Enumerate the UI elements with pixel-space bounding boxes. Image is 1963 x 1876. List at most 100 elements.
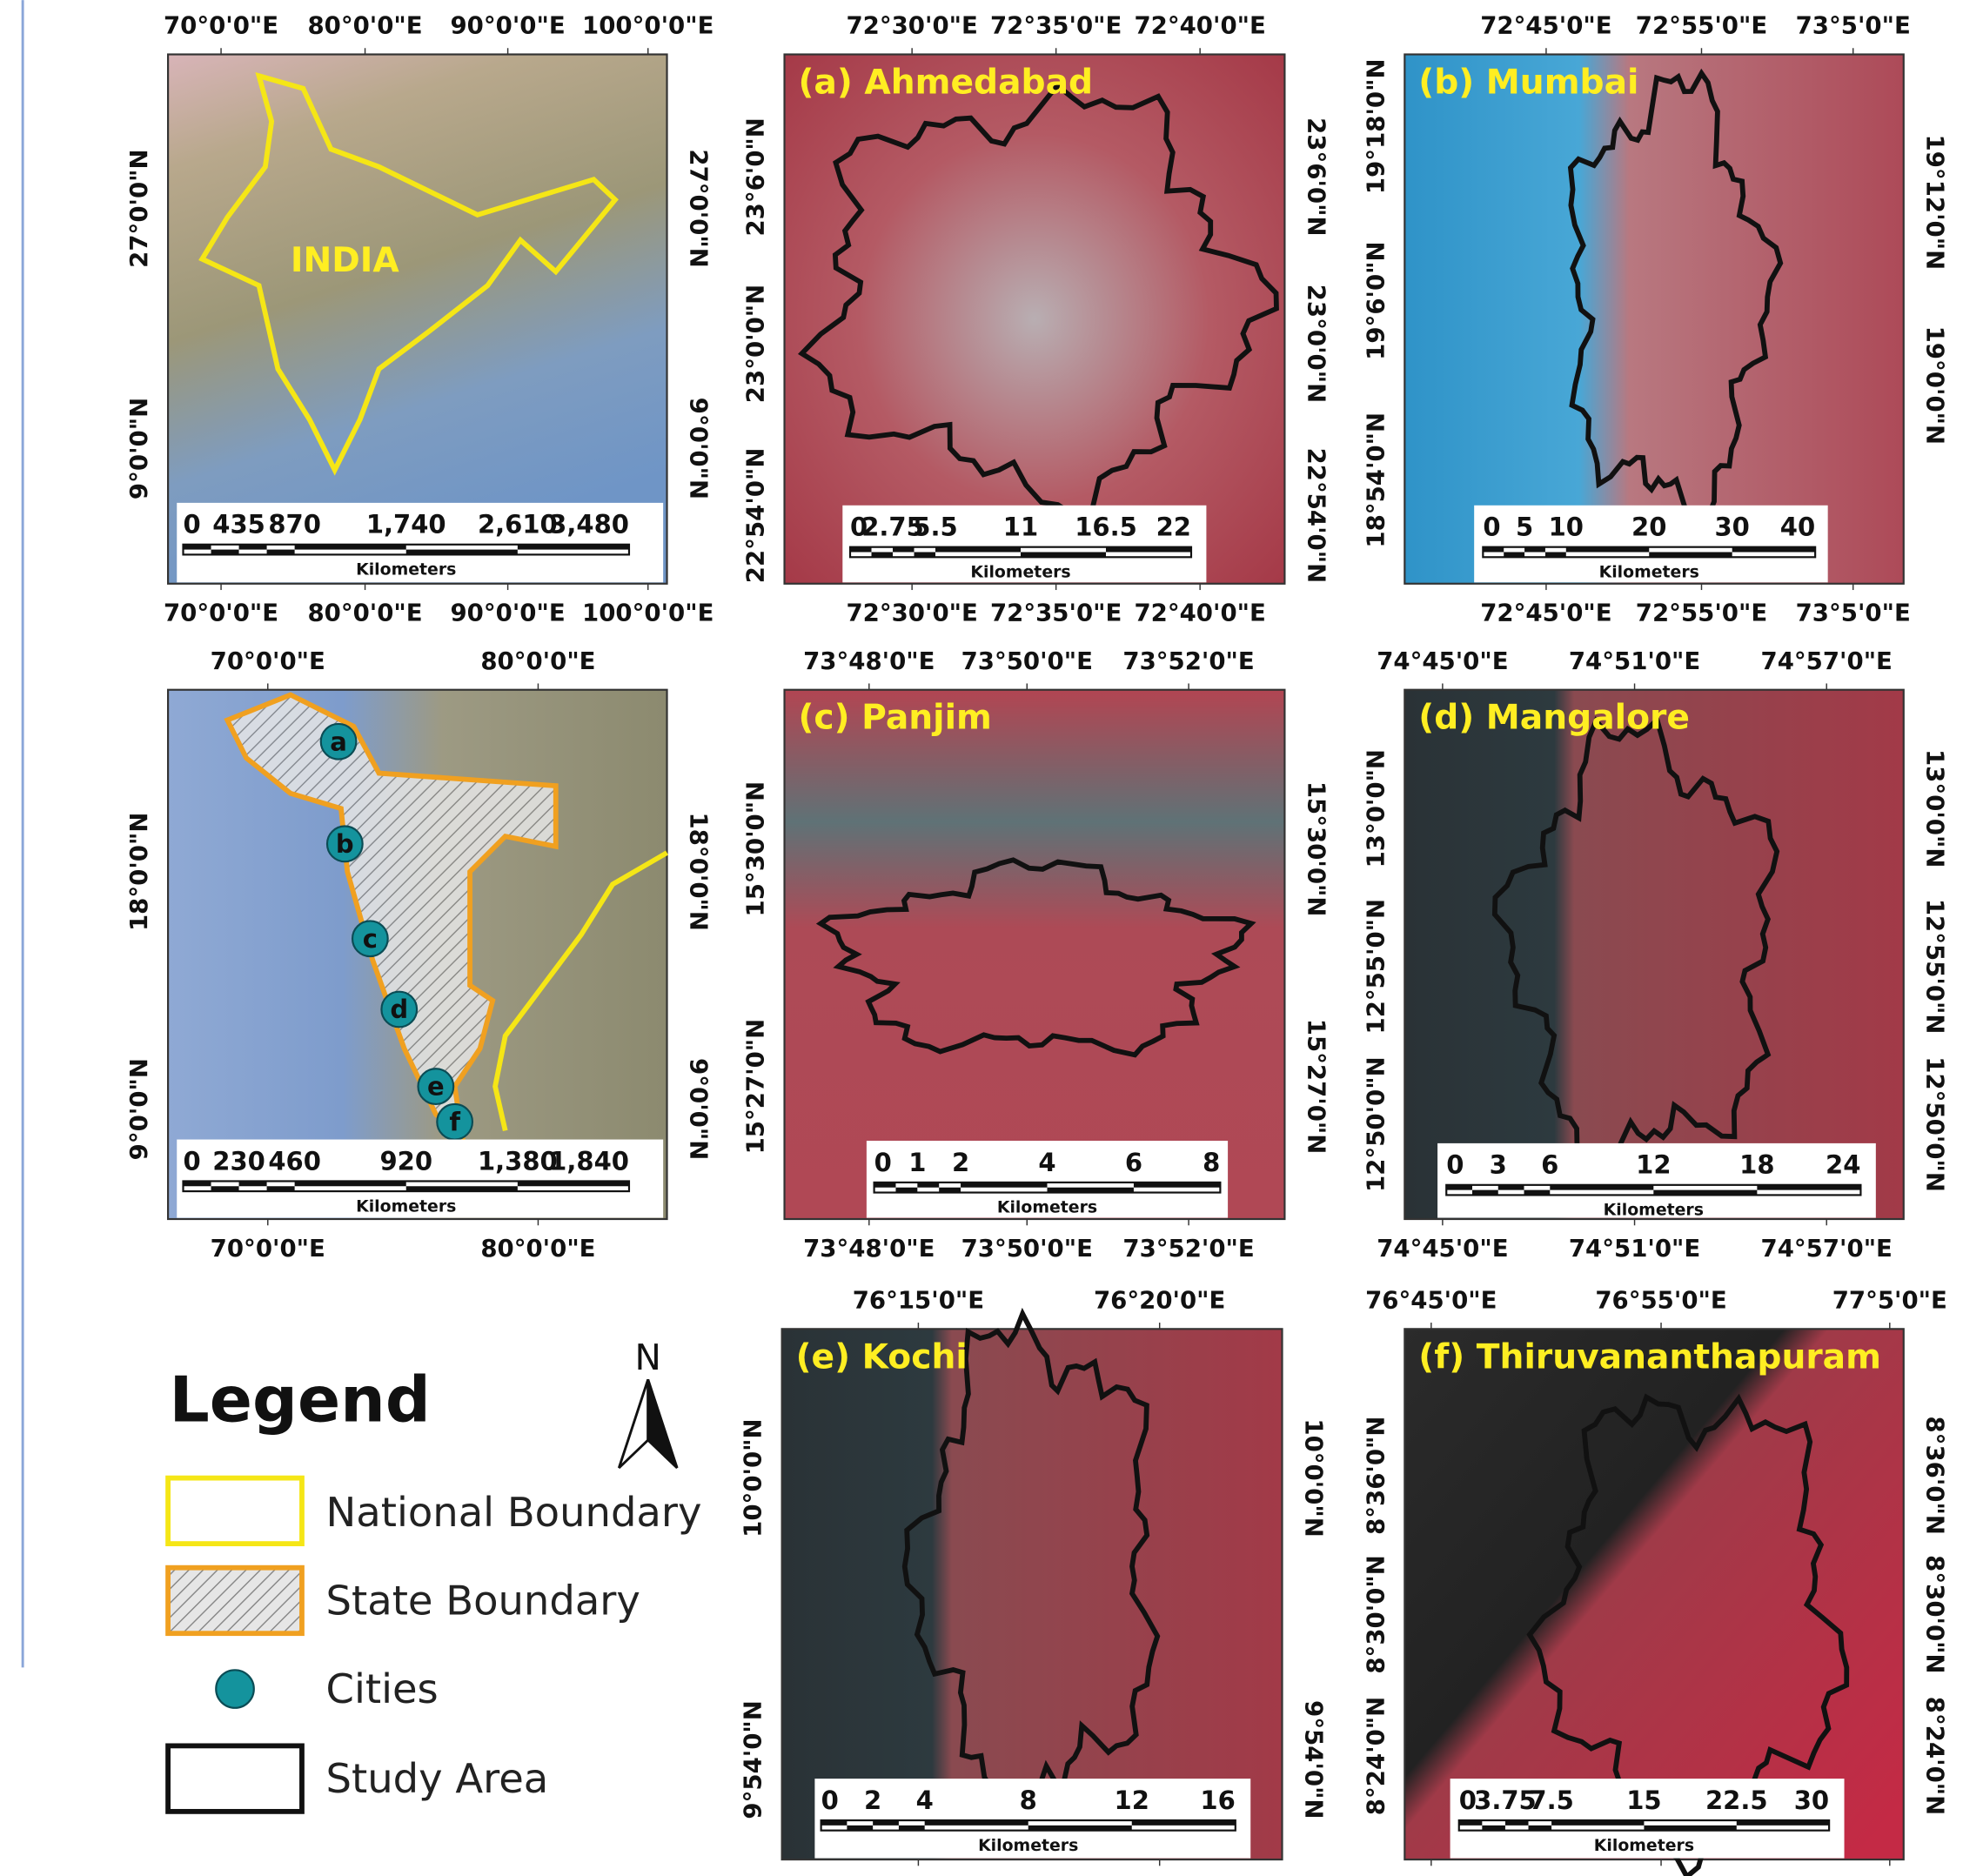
map-panel: a b c d ef 70°0'0"E 80°0'0"E 70°0'0"E 80°0'0"E 18… bbox=[124, 647, 713, 1263]
scale-bar-segment bbox=[939, 1187, 961, 1193]
scale-bar-segment bbox=[1528, 1825, 1552, 1831]
latitude-label: 8°36'0"N bbox=[1921, 1416, 1950, 1534]
longitude-label: 73°50'0"E bbox=[961, 1234, 1093, 1263]
latitude-label: 13°0'0"N bbox=[1921, 749, 1950, 868]
longitude-label: 70°0'0"E bbox=[211, 1234, 325, 1263]
scale-box bbox=[842, 505, 1207, 583]
scale-label: 8 bbox=[1203, 1148, 1220, 1177]
longitude-label: 70°0'0"E bbox=[164, 599, 278, 627]
longitude-label: 70°0'0"E bbox=[164, 11, 278, 40]
scale-bar-segment bbox=[874, 1182, 896, 1188]
map-image bbox=[1404, 53, 1905, 585]
scale-bar-segment bbox=[266, 549, 295, 555]
latitude-label: 27°0'0"N bbox=[684, 149, 713, 267]
scale-label: 3 bbox=[1490, 1150, 1507, 1180]
legend-item: Cities bbox=[326, 1665, 439, 1712]
scale-label: 0 bbox=[184, 510, 201, 539]
city-marker bbox=[380, 990, 419, 1028]
scale-bar-segment bbox=[1550, 1184, 1654, 1190]
longitude-label: 76°55'0"E bbox=[1595, 1874, 1726, 1876]
scale-label: 15 bbox=[1626, 1786, 1661, 1815]
panel-title: (a) Ahmedabad bbox=[798, 64, 1093, 103]
scale-bar-segment bbox=[294, 544, 406, 550]
scale-box bbox=[866, 1141, 1229, 1218]
longitude-label: 80°0'0"E bbox=[307, 11, 422, 40]
latitude-label: 9°54'0"N bbox=[1299, 1700, 1328, 1819]
latitude-label: 15°27'0"N bbox=[741, 1019, 770, 1155]
latitude-label: 18°0'0"N bbox=[684, 813, 713, 931]
map-panel: (c) Panjim 73°48'0"E 73°50'0"E 73°52'0"E 73°… bbox=[741, 647, 1331, 1263]
scale-bar-segment bbox=[266, 1186, 295, 1192]
scale-label: 230 bbox=[212, 1146, 265, 1176]
longitude-label: 77°5'0"E bbox=[1832, 1874, 1947, 1876]
scale-label: 7.5 bbox=[1529, 1786, 1573, 1815]
scale-bar-segment bbox=[1649, 552, 1732, 558]
legend-swatch bbox=[165, 1475, 305, 1547]
legend-item: Study Area bbox=[326, 1755, 549, 1802]
scale-bar-segment bbox=[898, 1825, 925, 1831]
scale-label: 435 bbox=[212, 510, 265, 539]
longitude-label: 72°35'0"E bbox=[990, 599, 1122, 627]
city-marker-label: d bbox=[390, 995, 408, 1024]
legend-title: Legend bbox=[170, 1363, 431, 1437]
scale-unit: Kilometers bbox=[356, 1196, 456, 1216]
latitude-label: 22°54'0"N bbox=[1302, 448, 1330, 584]
scale-bar-segment bbox=[847, 1825, 874, 1831]
longitude-label: 72°30'0"E bbox=[846, 11, 977, 40]
longitude-label: 76°45'0"E bbox=[1365, 1285, 1497, 1314]
scale-bar-segment bbox=[1497, 1184, 1524, 1190]
latitude-label: 18°0'0"N bbox=[124, 813, 153, 931]
map-image bbox=[1404, 688, 1905, 1221]
scale-box bbox=[814, 1779, 1251, 1859]
longitude-label: 80°0'0"E bbox=[307, 599, 422, 627]
latitude-label: 8°36'0"N bbox=[1361, 1416, 1390, 1534]
scale-label: 1 bbox=[908, 1148, 926, 1177]
latitude-label: 19°12'0"N bbox=[1921, 135, 1950, 271]
longitude-label: 74°45'0"E bbox=[1377, 1234, 1508, 1263]
scale-label: 24 bbox=[1826, 1150, 1860, 1180]
scale-unit: Kilometers bbox=[1594, 1836, 1694, 1855]
longitude-label: 72°55'0"E bbox=[1636, 11, 1767, 40]
scale-bar-segment bbox=[183, 1181, 211, 1187]
scale-box bbox=[1474, 505, 1828, 583]
city-marker bbox=[325, 825, 364, 863]
longitude-label: 73°50'0"E bbox=[961, 647, 1093, 675]
latitude-label: 9°0'0"N bbox=[684, 1058, 713, 1160]
longitude-label: 73°52'0"E bbox=[1122, 1234, 1254, 1263]
panel-title: (b) Mumbai bbox=[1418, 64, 1638, 103]
latitude-label: 8°30'0"N bbox=[1921, 1555, 1950, 1673]
scale-bar-segment bbox=[1551, 1820, 1645, 1826]
latitude-label: 27°0'0"N bbox=[124, 149, 153, 267]
scale-bar-segment bbox=[1446, 1184, 1472, 1190]
scale-bar-segment bbox=[873, 1820, 899, 1826]
scale-bar-segment bbox=[893, 546, 915, 553]
longitude-label: 72°55'0"E bbox=[1636, 599, 1767, 627]
longitude-label: 76°20'0"E bbox=[1094, 1874, 1225, 1876]
scale-label: 12 bbox=[1636, 1150, 1671, 1180]
legend-item: State Boundary bbox=[326, 1577, 640, 1624]
scale-label: 870 bbox=[268, 510, 321, 539]
city-marker bbox=[351, 920, 389, 958]
scale-bar-segment bbox=[405, 1186, 518, 1192]
latitude-label: 12°55'0"N bbox=[1921, 899, 1950, 1035]
latitude-label: 9°0'0"N bbox=[684, 398, 713, 499]
map-panel: (a) Ahmedabad 72°30'0"E 72°35'0"E 72°40'0"E… bbox=[741, 11, 1331, 627]
scale-bar-segment bbox=[1565, 546, 1650, 553]
scale-bar-segment bbox=[1524, 1189, 1551, 1196]
legend: Legend National Boundary State Boundary … bbox=[165, 1337, 701, 1814]
city-marker-label: e bbox=[427, 1072, 445, 1102]
scale-bar-segment bbox=[517, 544, 629, 550]
legend-swatch bbox=[165, 1743, 305, 1814]
longitude-label: 76°15'0"E bbox=[853, 1285, 984, 1314]
scale-bar-segment bbox=[238, 544, 267, 550]
scale-bar-segment bbox=[917, 1182, 940, 1188]
scale-bar-segment bbox=[1736, 1820, 1830, 1826]
scale-label: 2 bbox=[952, 1148, 969, 1177]
longitude-label: 72°45'0"E bbox=[1480, 599, 1611, 627]
latitude-label: 12°50'0"N bbox=[1361, 1056, 1390, 1192]
scale-label: 6 bbox=[1541, 1150, 1558, 1180]
latitude-label: 9°54'0"N bbox=[739, 1700, 767, 1819]
longitude-label: 76°15'0"E bbox=[853, 1874, 984, 1876]
scale-label: 0 bbox=[1483, 513, 1500, 542]
longitude-label: 80°0'0"E bbox=[480, 647, 595, 675]
